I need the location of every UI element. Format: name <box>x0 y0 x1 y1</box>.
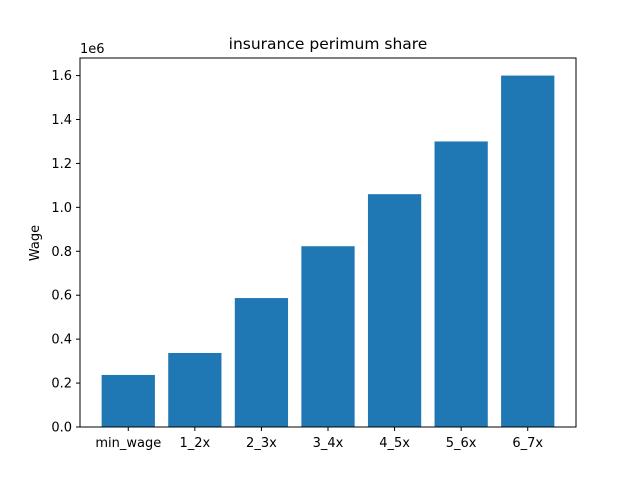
y-tick-label: 1.2 <box>51 157 72 172</box>
bar-6_7x <box>501 75 555 428</box>
y-tick-label: 1.4 <box>51 113 72 128</box>
y-axis-label: Wage <box>28 225 43 261</box>
x-tick-label: 5_6x <box>446 436 477 451</box>
y-tick-label: 0.8 <box>51 245 72 260</box>
x-tick-label: 3_4x <box>313 436 344 451</box>
bar-min_wage <box>101 374 155 427</box>
x-tick-label: 1_2x <box>179 436 210 451</box>
bar-5_6x <box>434 141 488 427</box>
x-tick-label: 2_3x <box>246 436 277 451</box>
plot-frame <box>79 57 577 428</box>
x-axis-ticks: min_wage 1_2x 2_3x 3_4x 4_5x 5_6x 6_7x <box>95 427 543 451</box>
x-tick-label: min_wage <box>95 436 161 451</box>
y-tick-label: 0.0 <box>51 421 72 436</box>
bar-3_4x <box>301 246 355 427</box>
bars-group <box>101 75 555 428</box>
x-tick-label: 6_7x <box>512 436 543 451</box>
y-axis-offset-text: 1e6 <box>80 42 105 57</box>
bar-1_2x <box>168 352 222 427</box>
bar-2_3x <box>234 298 289 427</box>
y-axis-ticks: 0.0 0.2 0.4 0.6 0.8 1.0 1.2 1.4 1.6 <box>51 69 80 436</box>
y-tick-label: 0.6 <box>51 289 72 304</box>
y-tick-label: 1.6 <box>51 69 72 84</box>
y-tick-label: 0.4 <box>51 333 72 348</box>
x-tick-label: 4_5x <box>379 436 410 451</box>
y-tick-label: 1.0 <box>51 201 72 216</box>
bar-4_5x <box>367 194 422 427</box>
y-tick-label: 0.2 <box>51 377 72 392</box>
chart-title: insurance perimum share <box>229 35 428 53</box>
